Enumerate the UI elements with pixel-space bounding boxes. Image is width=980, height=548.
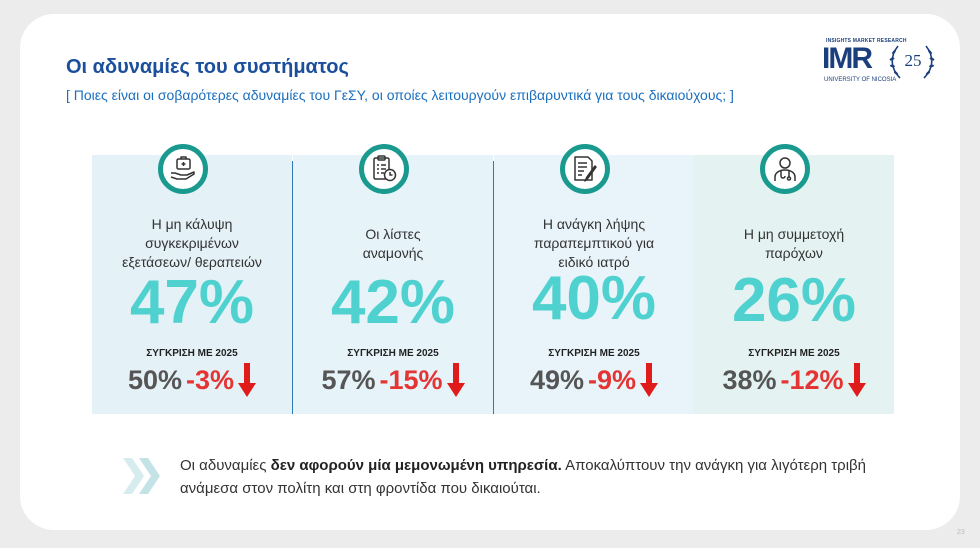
card-label: Η μη συμμετοχή παρόχων bbox=[743, 226, 845, 261]
logo-name: IMR bbox=[822, 42, 873, 75]
card-percent: 42% bbox=[330, 268, 456, 337]
icon-badge bbox=[158, 144, 208, 194]
delta-value: -15% bbox=[379, 364, 443, 395]
card-uncovered-tests: Η μη κάλυψη συγκεκριμένων εξετάσεων/ θερ… bbox=[92, 144, 292, 414]
icon-badge bbox=[560, 144, 610, 194]
comparison: 38% -12% bbox=[694, 362, 894, 398]
delta-value: -9% bbox=[588, 364, 637, 395]
down-arrow-icon bbox=[446, 363, 465, 397]
logo-tagline: INSIGHTS MARKET RESEARCH bbox=[826, 38, 907, 44]
compare-label: ΣΥΓΚΡΙΣΗ ΜΕ 2025 bbox=[347, 348, 439, 359]
comparison: 50% -3% bbox=[92, 362, 292, 398]
previous-value: 49% bbox=[529, 364, 585, 395]
clipboard-clock-icon bbox=[373, 155, 397, 182]
card-divider bbox=[493, 161, 494, 414]
compare-label: ΣΥΓΚΡΙΣΗ ΜΕ 2025 bbox=[548, 348, 640, 359]
down-arrow-icon bbox=[640, 363, 659, 397]
delta-value: -12% bbox=[780, 364, 844, 395]
card-divider bbox=[292, 161, 293, 414]
card-referral-need: Η ανάγκη λήψης παραπεμπτικού για ειδικό … bbox=[494, 144, 694, 414]
anniversary-number: 25 bbox=[905, 51, 922, 70]
card-label: Η ανάγκη λήψης παραπεμπτικού για ειδικό … bbox=[533, 216, 655, 270]
card-percent: 47% bbox=[129, 268, 255, 337]
page-number: 23 bbox=[957, 529, 965, 536]
card-percent: 26% bbox=[731, 266, 857, 335]
doctor-icon bbox=[774, 157, 796, 181]
card-percent: 40% bbox=[531, 264, 657, 333]
icon-badge bbox=[359, 144, 409, 194]
previous-value: 38% bbox=[722, 364, 777, 395]
note-emphasis: δεν αφορούν μία μεμονωμένη υπηρεσία. bbox=[270, 457, 562, 474]
hand-medical-kit-icon bbox=[170, 156, 195, 180]
compare-label: ΣΥΓΚΡΙΣΗ ΜΕ 2025 bbox=[748, 348, 840, 359]
previous-value: 57% bbox=[321, 364, 376, 395]
previous-value: 50% bbox=[127, 364, 183, 395]
down-arrow-icon bbox=[238, 363, 257, 397]
compare-label: ΣΥΓΚΡΙΣΗ ΜΕ 2025 bbox=[146, 348, 238, 359]
card-waiting-lists: Οι λίστες αναμονής 42% ΣΥΓΚΡΙΣΗ ΜΕ 2025 … bbox=[293, 144, 493, 414]
document-pen-icon bbox=[574, 156, 597, 182]
down-arrow-icon bbox=[847, 363, 866, 397]
card-label: Η μη κάλυψη συγκεκριμένων εξετάσεων/ θερ… bbox=[122, 216, 262, 270]
card-label: Οι λίστες αναμονής bbox=[362, 226, 424, 261]
double-chevron-right-icon bbox=[123, 458, 160, 494]
weakness-cards: Η μη κάλυψη συγκεκριμένων εξετάσεων/ θερ… bbox=[92, 144, 894, 414]
page-title: Οι αδυναμίες του συστήματος bbox=[66, 56, 349, 78]
page-subtitle: [ Ποιες είναι οι σοβαρότερες αδυναμίες τ… bbox=[66, 87, 734, 103]
comparison: 57% -15% bbox=[293, 362, 493, 398]
slide: Οι αδυναμίες του συστήματος [ Ποιες είνα… bbox=[20, 14, 960, 530]
imr-logo: INSIGHTS MARKET RESEARCH IMR UNIVERSITY … bbox=[820, 38, 940, 88]
icon-badge bbox=[760, 144, 810, 194]
comparison: 49% -9% bbox=[494, 362, 694, 398]
insight-note: Οι αδυναμίες δεν αφορούν μία μεμονωμένη … bbox=[180, 457, 867, 497]
anniversary-wreath-icon: 25 bbox=[889, 45, 935, 79]
logo-university: UNIVERSITY OF NICOSIA bbox=[824, 77, 897, 83]
delta-value: -3% bbox=[186, 364, 235, 395]
card-provider-participation: Η μη συμμετοχή παρόχων 26% ΣΥΓΚΡΙΣΗ ΜΕ 2… bbox=[694, 144, 894, 414]
